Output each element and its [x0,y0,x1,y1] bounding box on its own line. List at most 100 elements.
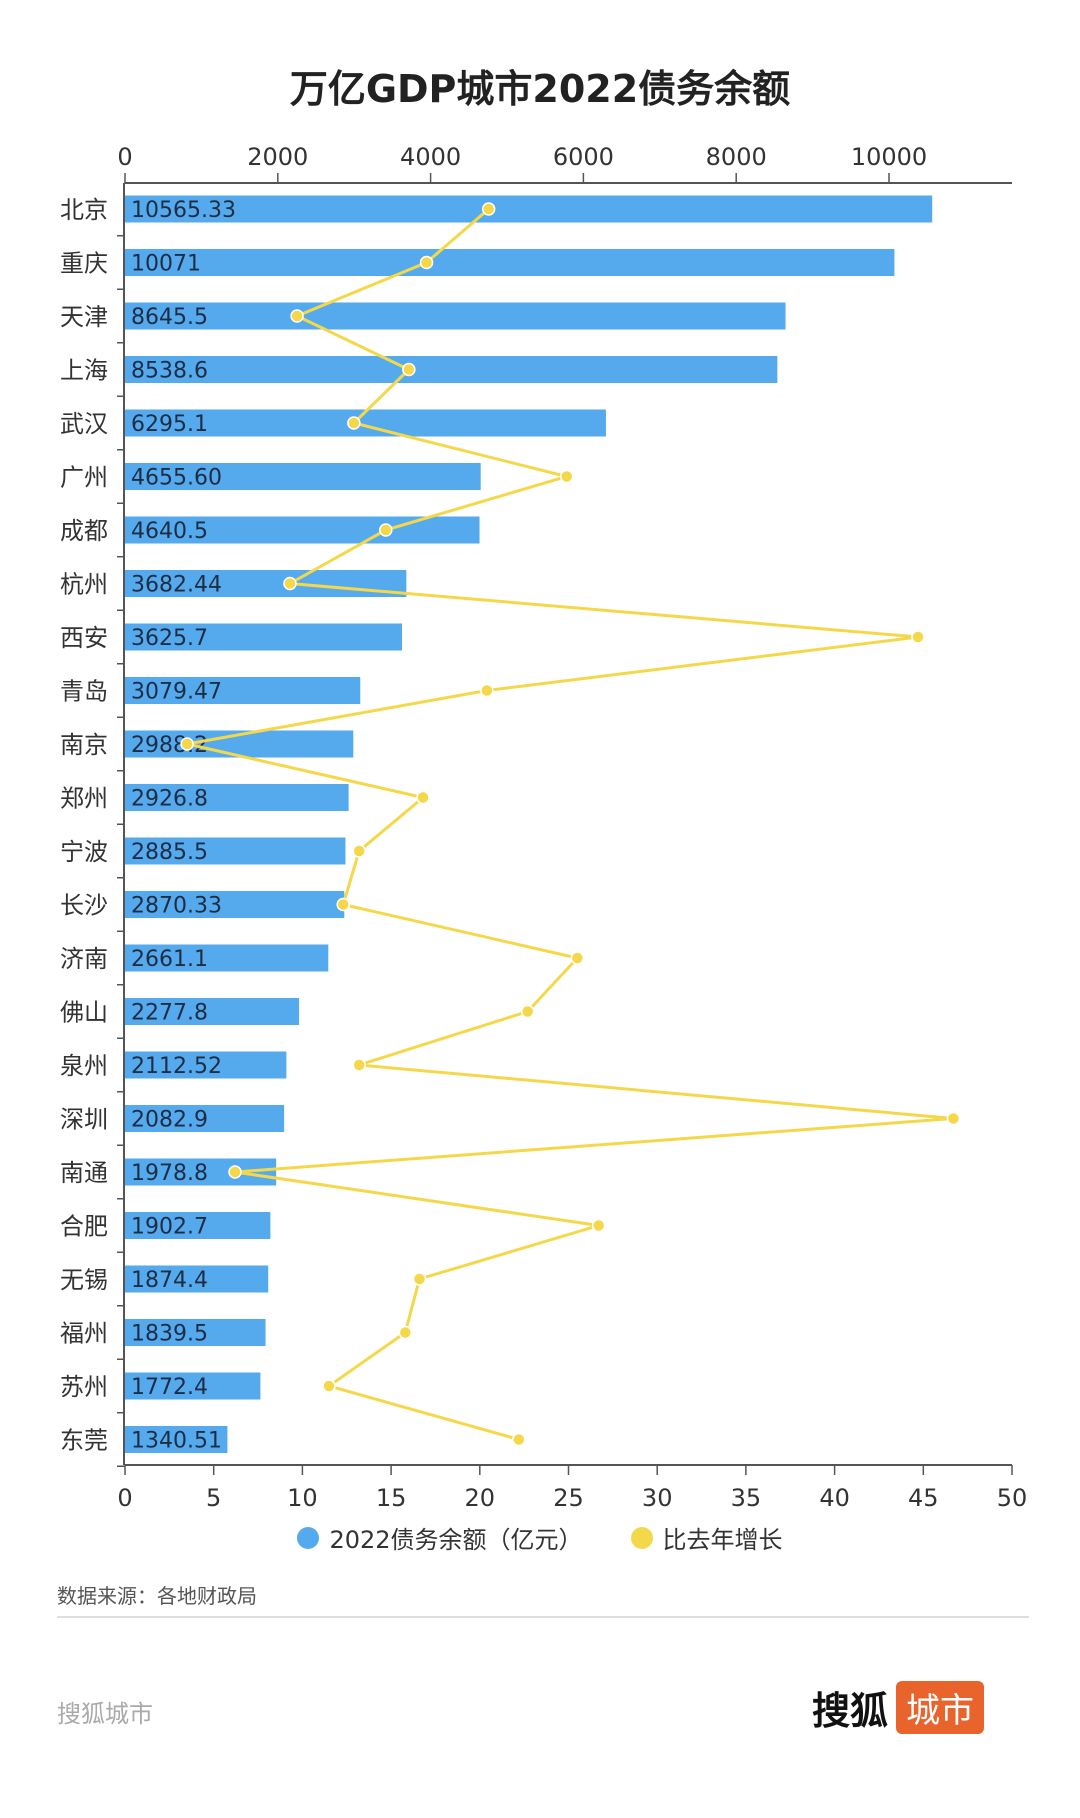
bar-value-label: 10565.33 [131,198,236,223]
growth-point [520,1004,535,1019]
category-label: 广州 [60,464,108,492]
bar-value-label: 1772.4 [131,1375,208,1400]
category-label: 杭州 [60,571,108,599]
bar-value-label: 1978.8 [131,1161,208,1186]
growth-point [180,737,194,751]
category-label: 上海 [60,357,108,385]
bar [125,1212,271,1239]
category-label: 武汉 [60,410,108,438]
category-label: 南通 [60,1159,108,1187]
top-axis-tick-label: 8000 [706,143,767,171]
bar [125,944,329,972]
category-label: 北京 [60,196,108,224]
growth-point [290,309,304,323]
growth-point [591,1218,606,1233]
legend-label-debt: 2022债务余额（亿元） [329,1526,583,1554]
category-label: 济南 [60,945,108,973]
top-axis-tick-label: 2000 [247,143,308,171]
category-label: 合肥 [60,1213,108,1241]
category-label: 东莞 [60,1427,108,1455]
growth-point [283,576,297,591]
growth-point [322,1379,336,1393]
bar-value-label: 1874.4 [131,1268,208,1293]
legend-item-debt[interactable]: 2022债务余额（亿元） [297,1520,583,1555]
bar-value-label: 3079.47 [131,680,222,705]
category-label: 南京 [60,731,108,759]
bar [125,1105,285,1132]
growth-point [228,1165,242,1179]
bar [125,1051,287,1079]
bar-value-label: 2112.52 [131,1054,222,1079]
bottom-axis-tick-label: 5 [206,1484,221,1512]
growth-point [402,362,416,377]
bar [125,998,300,1025]
bar-value-label: 4640.5 [131,519,208,544]
legend-item-growth[interactable]: 比去年增长 [630,1520,783,1555]
bar-value-label: 1340.51 [131,1429,222,1454]
category-label: 天津 [60,303,108,331]
bottom-axis-tick-label: 45 [908,1484,939,1512]
growth-point [570,951,585,965]
growth-point [559,469,574,484]
bar [125,356,778,383]
category-label: 泉州 [60,1052,108,1080]
growth-point [347,416,361,430]
bar-value-label: 8645.5 [131,305,208,330]
bar-value-label: 2277.8 [131,1001,208,1026]
growth-point [412,1272,427,1286]
category-label: 福州 [60,1320,108,1348]
bottom-axis-tick-label: 50 [997,1484,1028,1512]
bar [125,463,481,490]
bottom-axis-tick-label: 20 [465,1484,496,1512]
bar [125,677,361,704]
category-label: 长沙 [60,892,108,920]
bar [125,1319,266,1346]
category-label: 宁波 [60,838,108,866]
bottom-axis-tick-label: 25 [553,1484,584,1512]
category-label: 成都 [60,517,108,545]
bar-value-label: 1839.5 [131,1322,208,1347]
bar [125,570,407,597]
legend-label-growth: 比去年增长 [662,1526,783,1554]
bar [125,1426,228,1453]
bar-value-label: 2082.9 [131,1108,208,1133]
bar [125,623,403,651]
sohu-city-logo: 搜狐 城市 [812,1680,985,1734]
category-label: 深圳 [60,1106,108,1134]
growth-point [352,1058,366,1072]
bar [125,302,786,330]
bottom-axis-tick-label: 15 [376,1484,407,1512]
top-axis-tick-label: 0 [117,143,132,171]
category-label: 无锡 [60,1266,108,1294]
bar [125,195,933,223]
top-axis-tick-label: 10000 [851,143,927,171]
bar [125,249,895,276]
bar-value-label: 2926.8 [131,787,208,812]
bar [125,1265,269,1293]
category-label: 佛山 [60,999,108,1027]
category-label: 苏州 [60,1373,108,1401]
bar-value-label: 10071 [131,252,201,277]
bar [125,409,606,437]
chart-title: 万亿GDP城市2022债务余额 [289,67,791,111]
bar-value-label: 2885.5 [131,840,208,865]
growth-point [379,523,393,537]
data-source: 数据来源：各地财政局 [57,1584,257,1608]
bottom-axis-tick-label: 40 [819,1484,850,1512]
bar [125,1372,261,1400]
legend: 2022债务余额（亿元） 比去年增长 [0,1520,1080,1555]
logo-text: 搜狐 [812,1688,889,1733]
bottom-axis-tick-label: 10 [287,1484,318,1512]
growth-point [512,1432,526,1447]
growth-point [481,202,496,216]
bar-value-label: 3682.44 [131,573,222,598]
category-label: 重庆 [60,250,108,278]
growth-point [398,1325,413,1340]
legend-dot-yellow-icon [630,1526,653,1549]
divider [57,1616,1029,1618]
category-label: 青岛 [60,678,108,706]
category-label: 西安 [60,624,108,652]
logo-badge: 城市 [896,1680,985,1734]
bar-value-label: 4655.60 [131,466,222,491]
